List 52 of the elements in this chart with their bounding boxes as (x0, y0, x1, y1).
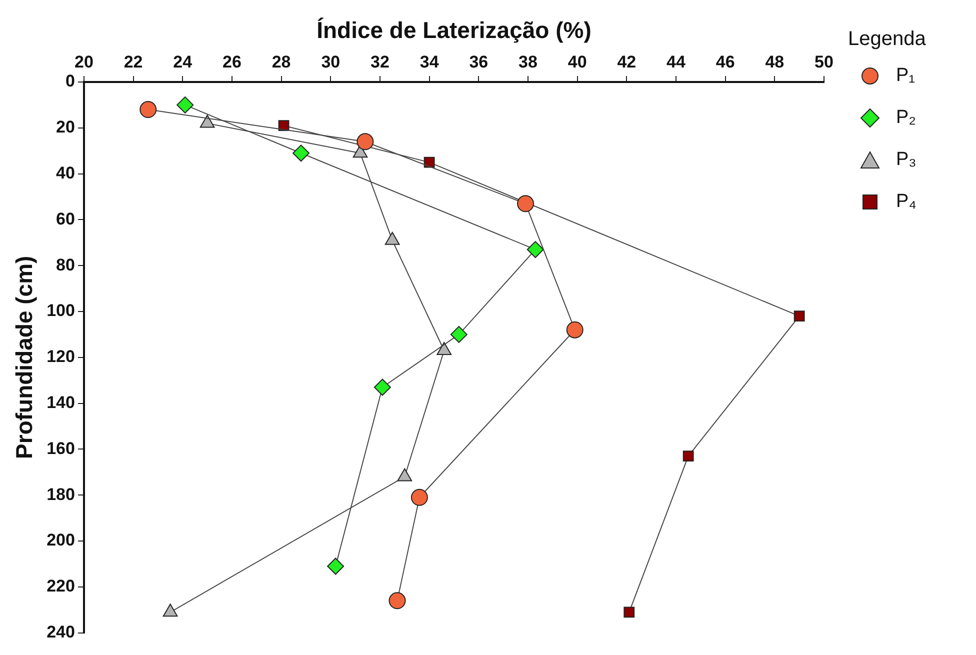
y-tick-label: 20 (56, 118, 75, 137)
y-tick-label: 180 (46, 484, 75, 504)
x-axis-title: Índice de Laterização (%) (316, 17, 592, 44)
x-tick-label: 46 (716, 52, 735, 72)
y-tick-label: 120 (46, 347, 75, 366)
point (292, 144, 310, 162)
y-tick-label: 220 (46, 576, 75, 596)
x-tick-label: 42 (617, 52, 636, 72)
x-tick-label: 36 (469, 52, 488, 72)
x-tick-label: 32 (370, 52, 390, 72)
x-tick-label: 44 (666, 52, 686, 72)
point (517, 195, 534, 212)
y-tick-label: 40 (56, 163, 75, 182)
x-tick-label: 26 (222, 52, 242, 72)
point (566, 321, 584, 338)
point (140, 101, 157, 118)
point (356, 133, 374, 150)
y-tick-label: 0 (65, 72, 75, 91)
y-tick-label: 160 (46, 438, 75, 458)
point (327, 558, 344, 575)
x-tick-label: 24 (173, 52, 193, 72)
x-tick-label: 40 (568, 52, 587, 72)
legend-label: P₄ (896, 191, 916, 213)
y-tick-label: 80 (56, 255, 75, 274)
legend-title: Legenda (848, 28, 927, 51)
point (176, 96, 194, 114)
y-axis-title: Profundidade (cm) (11, 256, 38, 459)
legend-label: P₂ (896, 107, 916, 129)
point (682, 450, 694, 462)
point (424, 156, 435, 168)
y-tick-label: 240 (46, 622, 75, 642)
x-tick-label: 28 (272, 52, 291, 72)
y-tick-label: 140 (46, 392, 75, 412)
x-tick-label: 50 (814, 52, 834, 72)
x-tick-label: 34 (420, 52, 440, 72)
x-tick-label: 30 (321, 52, 340, 72)
x-tick-label: 38 (518, 52, 538, 72)
point (374, 378, 391, 396)
x-tick-label: 20 (74, 52, 94, 72)
x-tick-label: 22 (124, 52, 143, 72)
point (526, 241, 544, 258)
y-tick-label: 200 (46, 530, 75, 550)
point (410, 488, 428, 506)
x-tick-label: 48 (765, 52, 784, 72)
point (450, 326, 468, 343)
y-tick-label: 60 (56, 209, 75, 228)
legend-label: P₁ (896, 65, 916, 87)
y-tick-label: 100 (46, 301, 75, 320)
point (794, 310, 805, 322)
legend-label: P₃ (896, 149, 916, 171)
point (388, 592, 406, 610)
point (624, 606, 635, 618)
